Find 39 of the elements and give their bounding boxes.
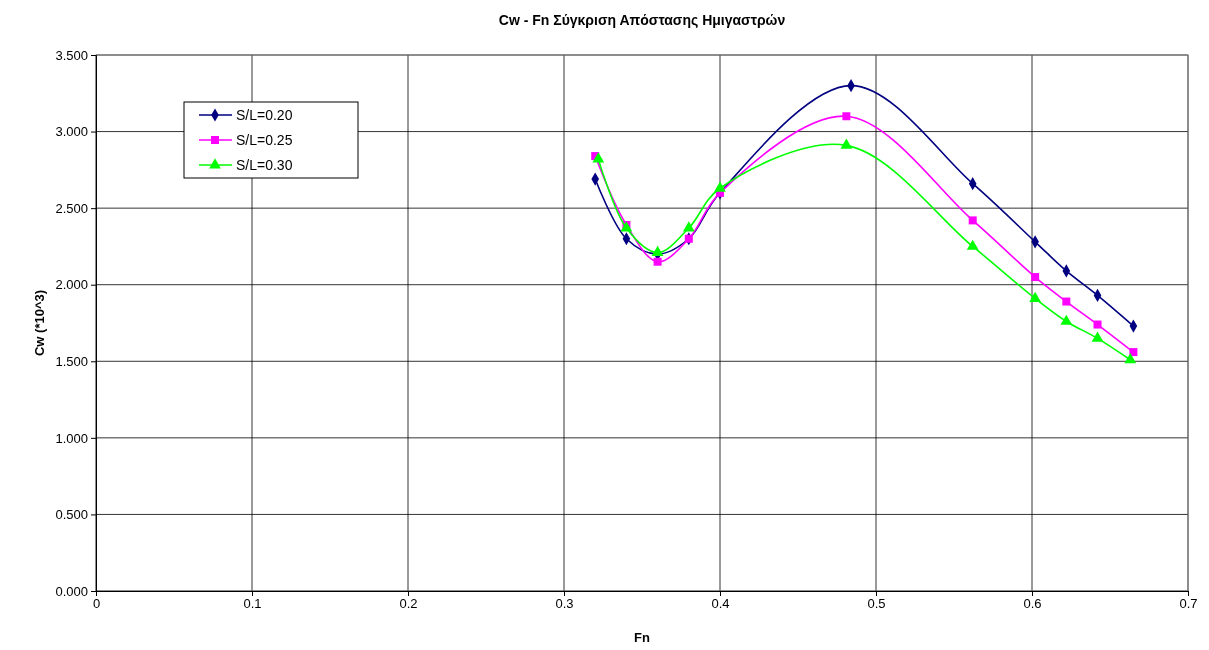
x-tick-label: 0.1 (243, 596, 262, 612)
y-tick-label: 0.000 (55, 583, 88, 599)
y-tick-label: 3.500 (55, 47, 88, 63)
legend-label: S/L=0.30 (236, 157, 293, 173)
point (840, 138, 853, 149)
point (714, 181, 726, 192)
y-axis-title: Cw (*10^3) (32, 289, 47, 357)
y-tick-label: 3.000 (55, 124, 88, 140)
legend-label: S/L=0.20 (236, 107, 293, 123)
y-tick-label: 2.500 (55, 200, 88, 216)
point (842, 112, 851, 121)
point (968, 216, 977, 225)
point (1093, 320, 1102, 329)
y-tick-label: 1.500 (55, 353, 88, 369)
point (1062, 297, 1071, 306)
x-tick-label: 0.6 (1023, 596, 1042, 612)
point (1029, 291, 1042, 302)
x-tick-label: 0.3 (555, 596, 574, 612)
point (592, 152, 605, 163)
x-tick-label: 0.5 (867, 596, 886, 612)
legend-label: S/L=0.25 (236, 132, 293, 148)
point (1031, 273, 1040, 282)
x-tick-label: 0 (92, 596, 101, 612)
x-axis-title: Fn (634, 630, 650, 645)
point (1129, 348, 1138, 357)
chart-title: Cw - Fn Σύγκριση Απόστασης Ημιγαστρών (498, 12, 786, 28)
point (653, 257, 662, 266)
y-tick-label: 1.000 (55, 430, 88, 446)
x-tick-label: 0.4 (711, 596, 730, 612)
point (966, 239, 979, 250)
x-tick-label: 0.2 (399, 596, 418, 612)
y-tick-label: 2.000 (55, 277, 88, 293)
point (1124, 352, 1137, 364)
x-tick-label: 0.7 (1179, 596, 1198, 612)
y-tick-label: 0.500 (55, 507, 88, 523)
point (651, 245, 664, 256)
point (1091, 331, 1104, 342)
point (1060, 314, 1073, 325)
point (682, 221, 695, 232)
